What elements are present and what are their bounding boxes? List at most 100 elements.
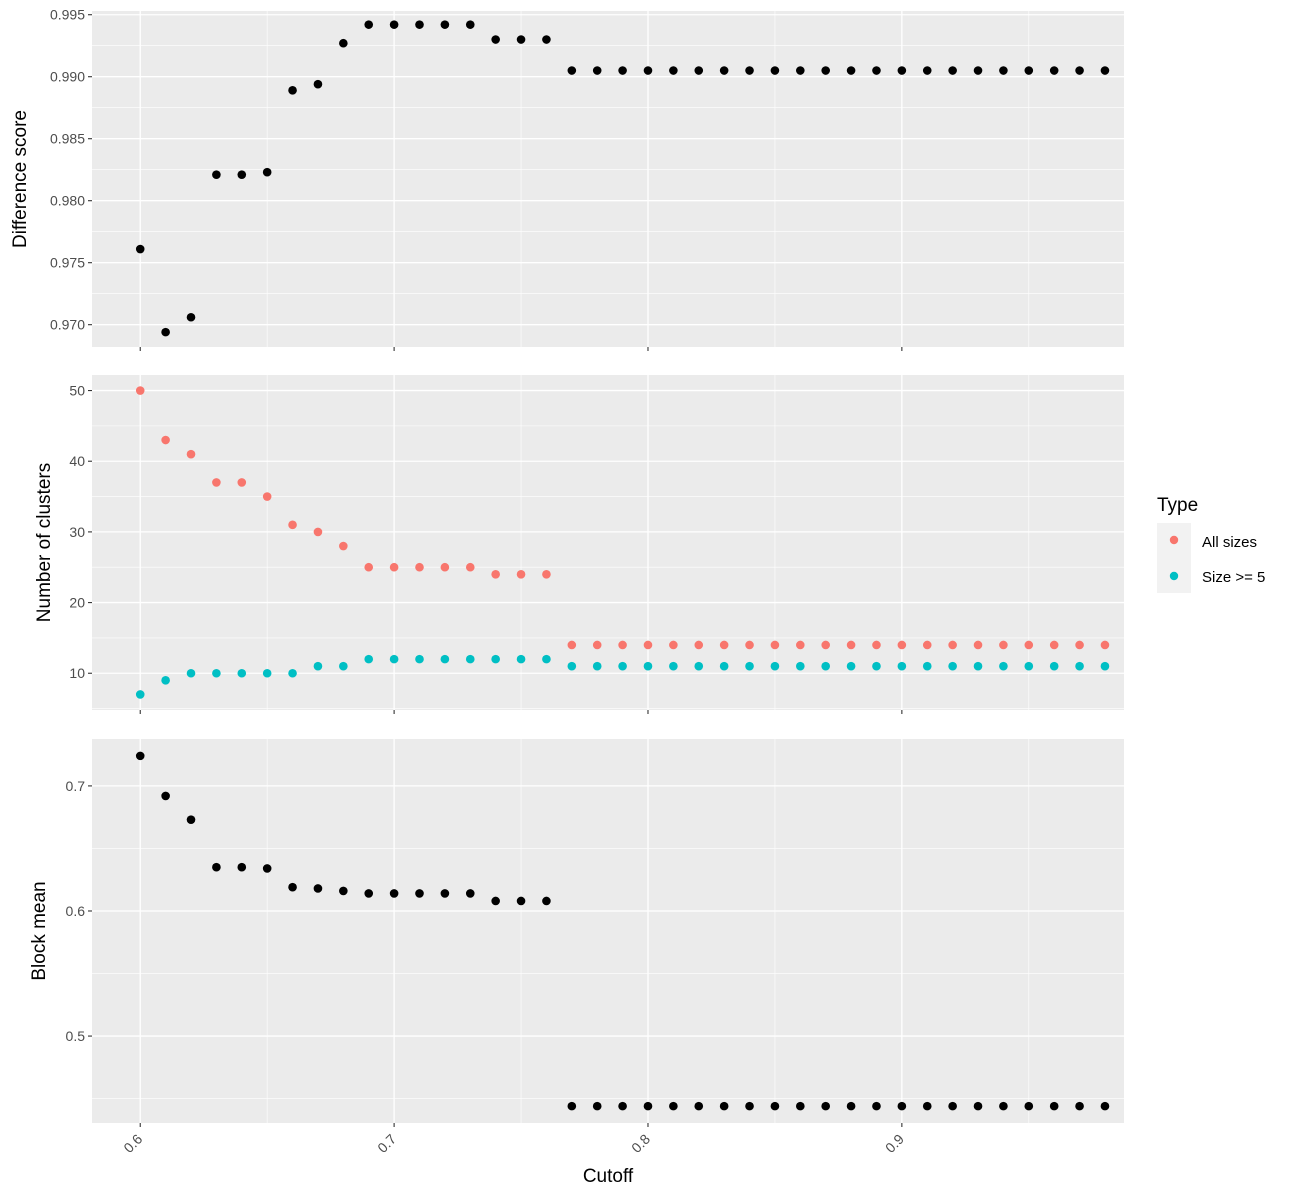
series-2 <box>135 654 1110 699</box>
data-point <box>567 640 577 650</box>
x-tick-label: 0.6 <box>120 1131 145 1156</box>
data-point <box>719 1101 729 1111</box>
data-point <box>999 661 1008 671</box>
data-point <box>161 435 170 445</box>
data-point <box>567 661 577 671</box>
chart-panels: 0.970 0.975 0.980 0.985 0.990 0.995 Difference… <box>10 7 1124 1127</box>
data-point <box>212 170 221 179</box>
data-point <box>719 66 729 75</box>
x-axis-title: Cutoff <box>583 1166 634 1187</box>
data-point <box>440 562 450 572</box>
data-point <box>592 66 602 75</box>
legend-key-all-sizes <box>1169 535 1179 545</box>
data-point <box>161 327 170 337</box>
legend: Type All sizes Size >= 5 <box>1157 495 1265 593</box>
data-point <box>999 640 1008 650</box>
data-point <box>618 640 627 650</box>
data-point <box>719 661 729 671</box>
x-tick-label: 0.8 <box>628 1131 653 1156</box>
x-axis: 0.6 0.7 0.8 0.9 <box>120 1131 907 1156</box>
y-tick-label: 0.970 <box>50 317 85 333</box>
data-point <box>669 640 678 650</box>
y-tick-label: 0.6 <box>66 903 86 919</box>
y-axis-title: Number of clusters <box>34 463 55 622</box>
legend-key-size-ge-5 <box>1169 571 1179 581</box>
data-point <box>262 167 272 177</box>
data-point <box>491 896 500 906</box>
data-point <box>567 66 577 75</box>
data-point <box>465 654 475 664</box>
y-tick-label: 0.980 <box>50 193 85 209</box>
data-point <box>288 668 297 678</box>
data-point <box>1024 661 1034 671</box>
data-point <box>643 66 653 75</box>
data-point <box>669 66 678 75</box>
data-point <box>1100 661 1110 671</box>
data-point <box>618 1101 627 1111</box>
y-axis-title: Block mean <box>29 881 50 980</box>
data-point <box>745 1101 754 1111</box>
data-point <box>897 1101 907 1111</box>
data-point <box>237 668 247 678</box>
data-point <box>948 661 957 671</box>
data-point <box>846 661 856 671</box>
data-point <box>237 478 247 487</box>
data-point <box>592 661 602 671</box>
data-point <box>542 654 551 664</box>
data-point <box>872 661 881 671</box>
data-point <box>643 661 653 671</box>
data-point <box>440 889 450 898</box>
data-point <box>1100 66 1110 75</box>
data-point <box>846 640 856 650</box>
data-point <box>415 889 424 898</box>
data-point <box>1075 1101 1084 1111</box>
data-point <box>288 86 297 95</box>
data-point <box>770 661 780 671</box>
data-point <box>669 1101 678 1111</box>
data-point <box>491 654 500 664</box>
legend-label-all-sizes: All sizes <box>1202 534 1257 551</box>
y-tick-label: 30 <box>69 524 85 540</box>
panel-background <box>92 375 1124 710</box>
panel-background <box>92 11 1124 347</box>
data-point <box>161 791 170 801</box>
data-point <box>973 1101 983 1111</box>
data-point <box>135 751 145 761</box>
series-1 <box>135 20 1110 337</box>
data-point <box>237 170 247 179</box>
data-point <box>339 38 348 48</box>
data-point <box>415 562 424 572</box>
data-point <box>897 66 907 75</box>
data-point <box>415 20 424 29</box>
data-point <box>897 661 907 671</box>
data-point <box>465 889 475 898</box>
data-point <box>212 478 221 487</box>
data-point <box>186 449 196 459</box>
data-point <box>745 66 754 75</box>
data-point <box>846 66 856 75</box>
panel-background <box>92 739 1124 1123</box>
data-point <box>1024 640 1034 650</box>
data-point <box>288 882 297 892</box>
data-point <box>440 20 450 29</box>
data-point <box>821 1101 830 1111</box>
data-point <box>922 1101 932 1111</box>
data-point <box>262 492 272 501</box>
data-point <box>339 886 348 896</box>
data-point <box>542 570 551 579</box>
data-point <box>262 864 272 873</box>
data-point <box>770 66 780 75</box>
data-point <box>364 889 374 898</box>
data-point <box>618 66 627 75</box>
data-point <box>796 640 805 650</box>
data-point <box>542 896 551 906</box>
data-point <box>1100 1101 1110 1111</box>
data-point <box>262 668 272 678</box>
y-tick-label: 0.995 <box>50 7 85 23</box>
data-point <box>948 1101 957 1111</box>
data-point <box>186 815 196 824</box>
data-point <box>872 1101 881 1111</box>
data-point <box>796 661 805 671</box>
data-point <box>770 1101 780 1111</box>
